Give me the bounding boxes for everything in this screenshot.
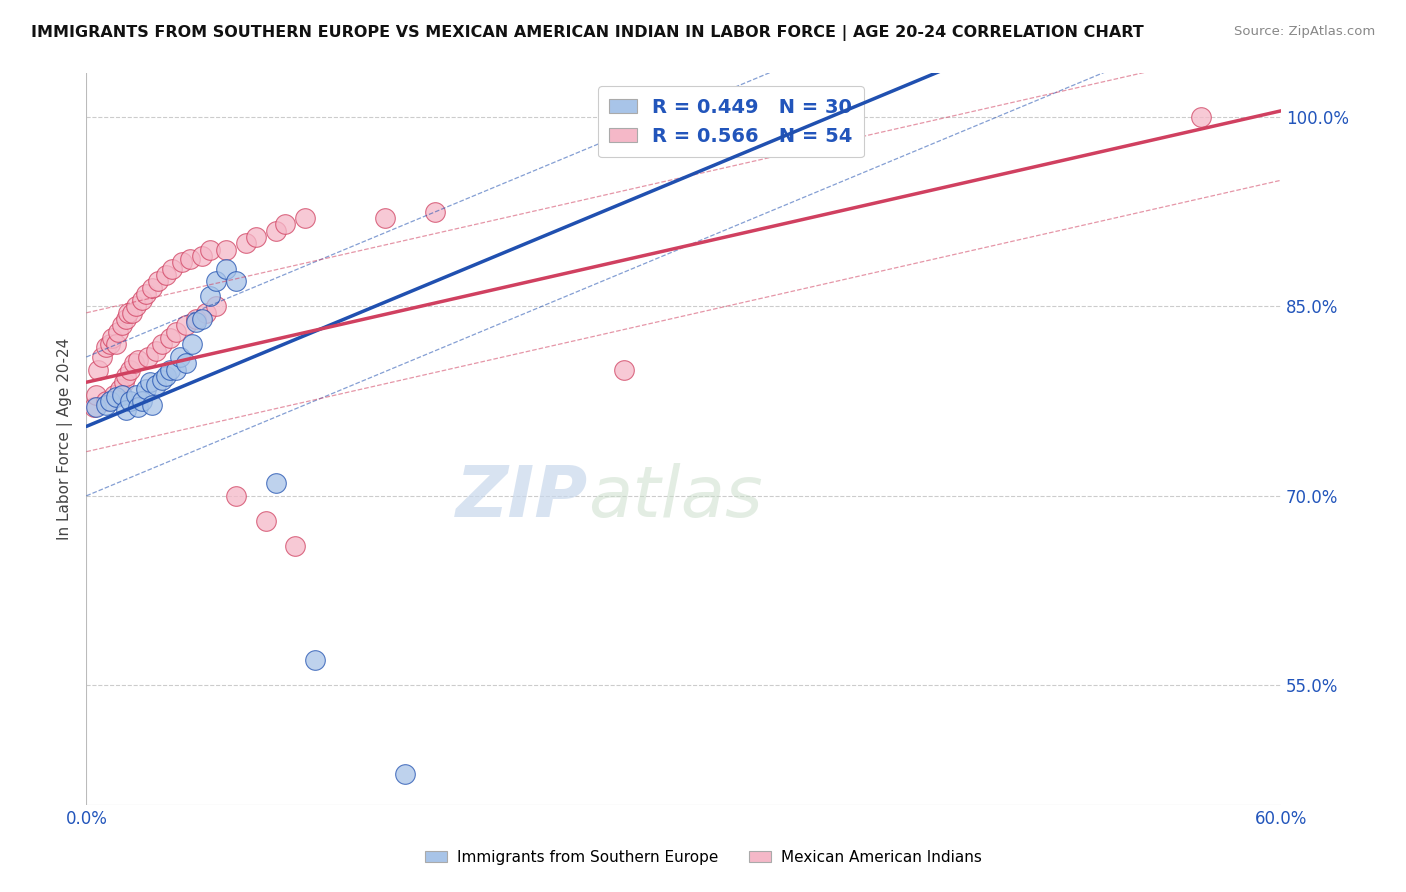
Point [105,337,128,351]
Point [135,286,157,301]
Point [284,539,307,553]
Point [115,403,138,417]
Point [145,343,167,358]
Point [169,350,191,364]
Point [174,356,197,370]
Point [194,306,217,320]
Point [180,337,202,351]
Point [135,382,157,396]
Text: ZIP: ZIP [456,463,588,533]
Point [96,398,118,412]
Point [120,362,142,376]
Point [304,653,326,667]
Point [160,261,183,276]
Point [127,352,149,367]
Point [198,289,221,303]
Point [83,401,105,415]
Point [204,274,226,288]
Point [125,388,148,402]
Point [111,318,134,333]
Point [294,211,316,226]
Point [131,394,153,409]
Point [225,489,247,503]
Legend: Immigrants from Southern Europe, Mexican American Indians: Immigrants from Southern Europe, Mexican… [419,844,987,871]
Point [165,325,187,339]
Point [125,300,148,314]
Text: atlas: atlas [588,463,762,533]
Point [98,394,121,409]
Point [235,236,257,251]
Legend: R = 0.449   N = 30, R = 0.566   N = 54: R = 0.449 N = 30, R = 0.566 N = 54 [598,87,865,157]
Point [165,362,187,376]
Point [111,388,134,402]
Point [170,255,193,269]
Point [146,274,169,288]
Point [215,243,238,257]
Point [131,293,153,308]
Point [86,401,108,415]
Point [141,398,163,412]
Point [191,249,214,263]
Point [145,377,167,392]
Point [150,373,173,387]
Point [374,211,396,226]
Point [184,312,207,326]
Point [120,394,142,409]
Point [107,325,129,339]
Point [150,337,173,351]
Point [274,218,297,232]
Point [613,362,636,376]
Point [155,368,177,383]
Point [139,376,162,390]
Point [191,312,214,326]
Point [91,350,114,364]
Point [394,766,416,780]
Point [155,268,177,282]
Point [96,340,118,354]
Point [98,337,121,351]
Point [115,368,138,383]
Point [174,318,197,333]
Point [101,331,124,345]
Point [110,382,132,396]
Point [179,252,201,266]
Point [198,243,221,257]
Point [215,261,238,276]
Point [225,274,247,288]
Point [204,300,226,314]
Point [136,350,159,364]
Point [87,362,110,376]
Point [159,362,181,376]
Text: Source: ZipAtlas.com: Source: ZipAtlas.com [1234,25,1375,38]
Point [245,230,267,244]
Point [254,514,277,528]
Point [103,388,125,402]
Point [96,394,118,409]
Point [264,224,287,238]
Point [423,204,446,219]
Point [115,312,138,326]
Point [1189,110,1212,124]
Point [159,331,181,345]
Text: IMMIGRANTS FROM SOUTHERN EUROPE VS MEXICAN AMERICAN INDIAN IN LABOR FORCE | AGE : IMMIGRANTS FROM SOUTHERN EUROPE VS MEXIC… [31,25,1143,41]
Point [121,306,143,320]
Point [141,280,163,294]
Point [112,376,135,390]
Point [117,306,139,320]
Y-axis label: In Labor Force | Age 20-24: In Labor Force | Age 20-24 [58,338,73,541]
Point [105,390,128,404]
Point [86,388,108,402]
Point [122,356,145,370]
Point [264,476,287,491]
Point [127,401,149,415]
Point [184,315,207,329]
